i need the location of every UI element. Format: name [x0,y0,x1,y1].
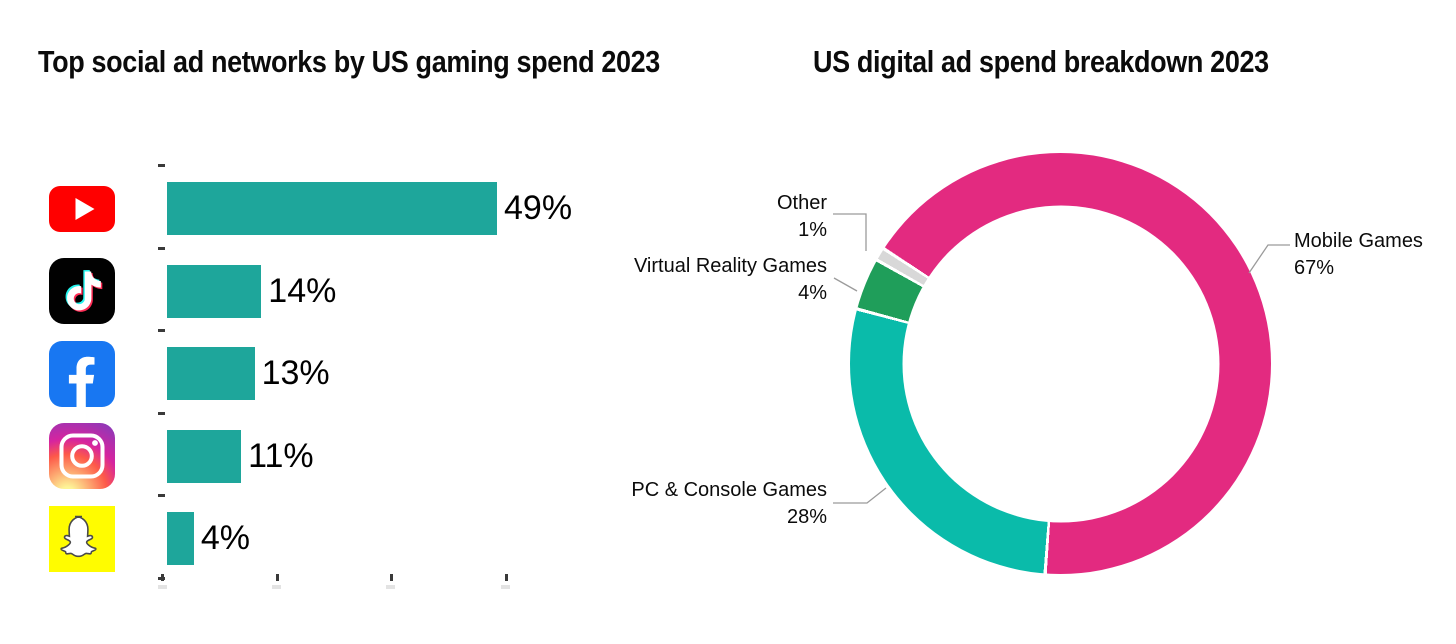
bar-chart-title: Top social ad networks by US gaming spen… [38,44,660,79]
bar-row-instagram: 11% [49,423,314,489]
leader-line-pc [833,487,887,504]
x-axis-tick [161,574,164,581]
slice-name: PC & Console Games [631,479,827,501]
bar-value-label: 11% [248,436,314,475]
bar-row-tiktok: 14% [49,258,337,324]
slice-value: 4% [798,282,827,304]
bar-row-snapchat: 4% [49,505,251,572]
donut-hole [902,205,1219,522]
slice-label-virtual-reality-games: Virtual Reality Games 4% [540,253,827,307]
clipped-tick-label [386,585,395,589]
donut-chart-title: US digital ad spend breakdown 2023 [813,44,1269,79]
slice-value: 28% [786,506,827,528]
tiktok-icon [49,258,115,324]
slice-value: 67% [1294,257,1335,279]
leader-line-vr [833,277,858,292]
y-axis-tick [158,494,165,497]
bar-rect [167,264,262,318]
donut-ring [850,153,1271,574]
slice-label-other: Other 1% [600,190,827,244]
instagram-icon [49,423,115,489]
bar-row-youtube: 49% [49,182,573,235]
leader-line-mobile [1248,244,1290,274]
bar-rect [167,347,255,400]
bar-rect [167,512,194,565]
x-axis-tick [275,574,279,581]
bar-value-label: 49% [504,189,573,227]
bar-value-label: 4% [200,519,251,557]
x-axis-tick [390,574,393,581]
x-axis-tick [504,574,508,581]
clipped-tick-label [501,585,510,589]
bar-value-label: 14% [268,271,337,310]
slice-label-mobile-games: Mobile Games 67% [1294,228,1456,282]
bar-value-label: 13% [261,354,330,392]
clipped-tick-label [272,585,281,589]
clipped-tick-label [158,585,167,589]
youtube-icon [49,176,115,242]
bar-rect [167,182,497,235]
snapchat-icon [49,505,115,572]
slice-name: Mobile Games [1294,230,1423,252]
slice-name: Other [776,192,827,214]
y-axis-tick [158,164,165,167]
y-axis-tick [158,246,165,250]
y-axis-tick [158,411,165,415]
slice-label-pc-console-games: PC & Console Games 28% [540,477,827,531]
slice-value: 1% [798,219,827,241]
slice-name: Virtual Reality Games [633,255,827,277]
bar-rect [167,429,242,483]
y-axis-tick [158,329,165,332]
bar-row-facebook: 13% [49,340,330,407]
facebook-icon [49,340,115,407]
leader-line-other [833,213,867,251]
